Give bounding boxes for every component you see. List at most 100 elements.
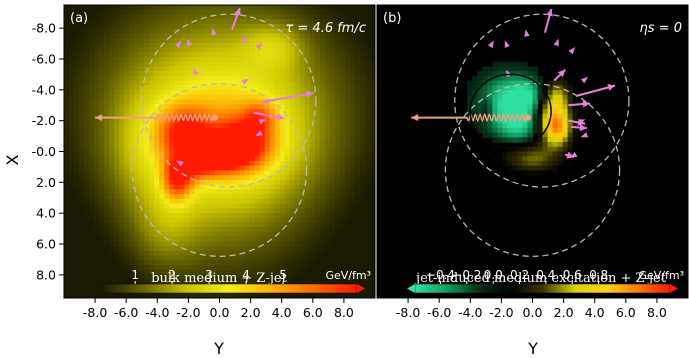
heatmap-cell <box>319 56 326 63</box>
heatmap-cell <box>354 14 361 20</box>
heatmap-cell <box>359 212 366 219</box>
heatmap-cell <box>274 14 281 20</box>
heatmap-cell <box>159 137 165 143</box>
heatmap-cell <box>289 28 296 34</box>
heatmap-cell <box>164 19 170 25</box>
heatmap-cell <box>134 184 140 190</box>
heatmap-cell <box>174 203 180 209</box>
heatmap-cell <box>304 118 311 124</box>
heatmap-cell <box>149 85 155 91</box>
heatmap-cell <box>334 227 341 233</box>
heatmap-cell <box>164 42 170 49</box>
panel-a-heatmap <box>64 5 375 298</box>
heatmap-cell <box>234 108 241 115</box>
heatmap-cell <box>84 85 90 91</box>
heatmap-cell <box>249 142 256 148</box>
heatmap-cell <box>179 127 185 134</box>
heatmap-cell <box>159 222 165 228</box>
heatmap-cell <box>244 222 251 228</box>
heatmap-cell <box>134 75 140 82</box>
heatmap-cell <box>149 132 155 138</box>
heatmap-cell <box>359 137 366 143</box>
heatmap-cell <box>104 246 110 252</box>
heatmap-cell <box>219 217 226 223</box>
heatmap-cell <box>269 189 276 195</box>
heatmap-cell <box>109 175 115 181</box>
heatmap-cell <box>209 203 216 209</box>
heatmap-cell <box>344 104 351 110</box>
heatmap-cell <box>119 142 125 148</box>
heatmap-cell <box>219 132 226 138</box>
heatmap-cell <box>517 99 524 105</box>
heatmap-cell <box>139 165 145 172</box>
heatmap-cell <box>74 47 80 53</box>
heatmap-cell <box>304 222 311 228</box>
heatmap-cell <box>239 132 246 138</box>
heatmap-cell <box>482 85 488 91</box>
heatmap-cell <box>567 90 574 96</box>
heatmap-cell <box>144 198 150 205</box>
heatmap-cell <box>194 9 201 16</box>
heatmap-cell <box>224 104 231 110</box>
heatmap-cell <box>274 175 281 181</box>
heatmap-cell <box>74 94 80 101</box>
heatmap-cell <box>364 194 371 200</box>
heatmap-cell <box>94 246 100 252</box>
heatmap-cell <box>304 132 311 138</box>
heatmap-cell <box>517 165 524 172</box>
heatmap-cell <box>259 108 266 115</box>
heatmap-cell <box>164 14 170 20</box>
heatmap-cell <box>537 118 544 124</box>
heatmap-cell <box>74 14 80 20</box>
heatmap-cell <box>364 127 371 134</box>
heatmap-cell <box>269 208 276 214</box>
heatmap-cell <box>354 33 361 39</box>
heatmap-cell <box>244 250 251 257</box>
heatmap-cell <box>229 38 236 44</box>
heatmap-cell <box>339 5 346 11</box>
heatmap-cell <box>354 108 361 115</box>
heatmap-cell <box>304 104 311 110</box>
heatmap-cell <box>279 33 286 39</box>
heatmap-cell <box>204 203 211 209</box>
heatmap-cell <box>134 42 140 49</box>
heatmap-cell <box>94 23 100 30</box>
heatmap-cell <box>114 33 120 39</box>
heatmap-cell <box>199 28 206 34</box>
heatmap-cell <box>184 19 191 25</box>
heatmap-cell <box>234 175 241 181</box>
heatmap-cell <box>194 208 201 214</box>
heatmap-cell <box>284 19 291 25</box>
heatmap-cell <box>139 61 145 68</box>
heatmap-cell <box>209 246 216 252</box>
heatmap-cell <box>299 19 306 25</box>
heatmap-cell <box>299 38 306 44</box>
heatmap-cell <box>224 118 231 124</box>
heatmap-cell <box>294 19 301 25</box>
heatmap-cell <box>194 132 201 138</box>
heatmap-cell <box>84 5 90 11</box>
heatmap-cell <box>344 137 351 143</box>
heatmap-cell <box>349 38 356 44</box>
heatmap-cell <box>199 66 206 72</box>
heatmap-cell <box>547 85 554 91</box>
heatmap-cell <box>129 208 135 214</box>
heatmap-cell <box>502 61 509 68</box>
heatmap-cell <box>264 38 271 44</box>
heatmap-cell <box>314 203 321 209</box>
heatmap-cell <box>567 160 574 167</box>
heatmap-cell <box>349 123 356 129</box>
heatmap-cell <box>189 293 196 298</box>
heatmap-cell <box>129 198 135 205</box>
heatmap-cell <box>354 80 361 86</box>
heatmap-cell <box>144 212 150 219</box>
heatmap-cell <box>104 123 110 129</box>
heatmap-cell <box>542 104 549 110</box>
heatmap-cell <box>214 94 221 101</box>
heatmap-cell <box>339 198 346 205</box>
heatmap-cell <box>279 217 286 223</box>
heatmap-cell <box>69 14 75 20</box>
heatmap-cell <box>189 56 196 63</box>
heatmap-cell <box>124 66 130 72</box>
heatmap-cell <box>562 75 569 82</box>
